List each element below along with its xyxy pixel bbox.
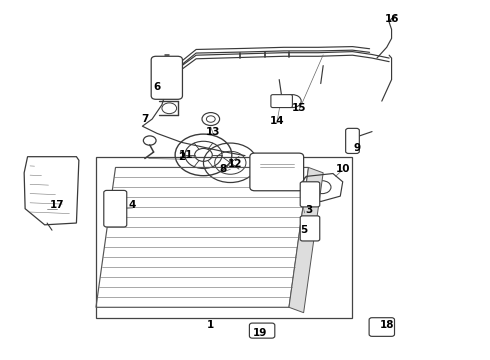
Bar bbox=[96, 157, 352, 318]
Text: 18: 18 bbox=[379, 320, 394, 330]
Text: 11: 11 bbox=[179, 150, 194, 160]
Text: 12: 12 bbox=[228, 159, 243, 169]
Text: 16: 16 bbox=[384, 14, 399, 24]
Text: 2: 2 bbox=[178, 152, 185, 162]
Text: 5: 5 bbox=[300, 225, 307, 235]
FancyBboxPatch shape bbox=[104, 190, 127, 227]
Text: 8: 8 bbox=[220, 164, 227, 174]
Text: 3: 3 bbox=[305, 206, 312, 216]
Text: 6: 6 bbox=[153, 82, 161, 92]
Text: 14: 14 bbox=[270, 116, 284, 126]
FancyBboxPatch shape bbox=[369, 318, 394, 336]
Polygon shape bbox=[289, 167, 323, 313]
Text: 13: 13 bbox=[206, 127, 220, 136]
FancyBboxPatch shape bbox=[151, 56, 182, 99]
FancyBboxPatch shape bbox=[300, 216, 320, 241]
FancyBboxPatch shape bbox=[345, 129, 359, 153]
Text: 9: 9 bbox=[354, 143, 361, 153]
Text: 17: 17 bbox=[49, 200, 64, 210]
FancyBboxPatch shape bbox=[271, 95, 293, 108]
Text: 19: 19 bbox=[252, 328, 267, 338]
Text: 15: 15 bbox=[292, 103, 306, 113]
Text: 7: 7 bbox=[141, 114, 148, 124]
FancyBboxPatch shape bbox=[300, 182, 320, 207]
Bar bbox=[105, 198, 116, 220]
FancyBboxPatch shape bbox=[249, 323, 275, 338]
FancyBboxPatch shape bbox=[250, 153, 304, 191]
Text: 10: 10 bbox=[336, 164, 350, 174]
Text: 1: 1 bbox=[207, 320, 215, 330]
Text: 4: 4 bbox=[129, 200, 136, 210]
